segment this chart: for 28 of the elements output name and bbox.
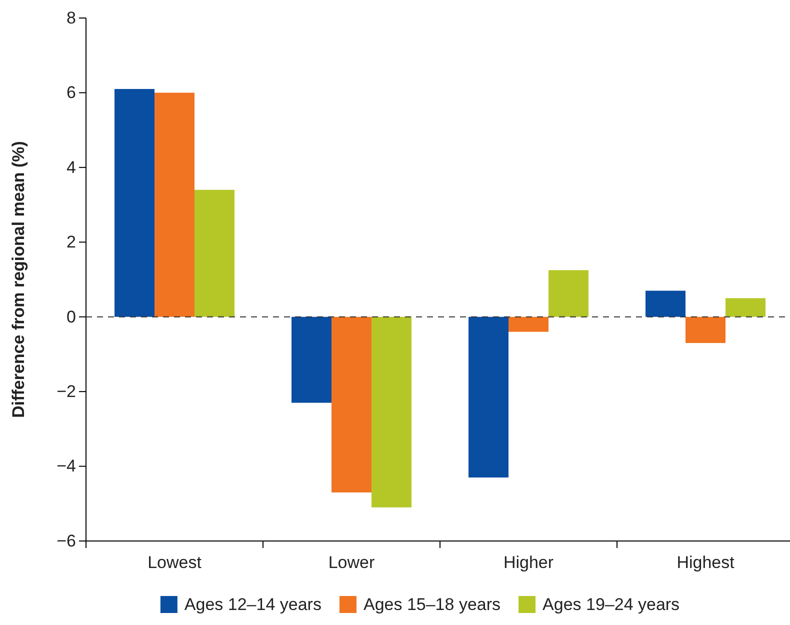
bar [508,316,548,332]
bar [114,88,154,317]
x-tick-label: Lowest [148,552,202,572]
bar [686,316,726,344]
bar [548,270,588,317]
bar [292,316,332,403]
y-axis-title: Difference from regional mean (%) [9,141,28,418]
x-tick-label: Higher [503,552,554,572]
bar [726,298,766,317]
y-tick-label: 2 [66,232,76,252]
bar [372,316,412,508]
legend-label: Ages 19–24 years [542,595,680,614]
bar [154,92,194,317]
y-tick-label: −4 [56,456,76,476]
bar [332,316,372,492]
legend-label: Ages 12–14 years [184,595,322,614]
x-tick-label: Highest [676,552,735,572]
y-tick-label: 6 [66,83,76,102]
y-tick-label: 0 [66,307,76,326]
legend-label: Ages 15–18 years [363,595,501,614]
x-tick-label: Lower [328,552,375,572]
bar [468,316,508,478]
y-tick-label: −6 [56,531,76,550]
y-tick-label: 8 [66,8,76,28]
y-tick-label: −2 [56,382,76,402]
bar [646,290,686,317]
bar [194,190,234,317]
y-tick-label: 4 [66,158,76,177]
